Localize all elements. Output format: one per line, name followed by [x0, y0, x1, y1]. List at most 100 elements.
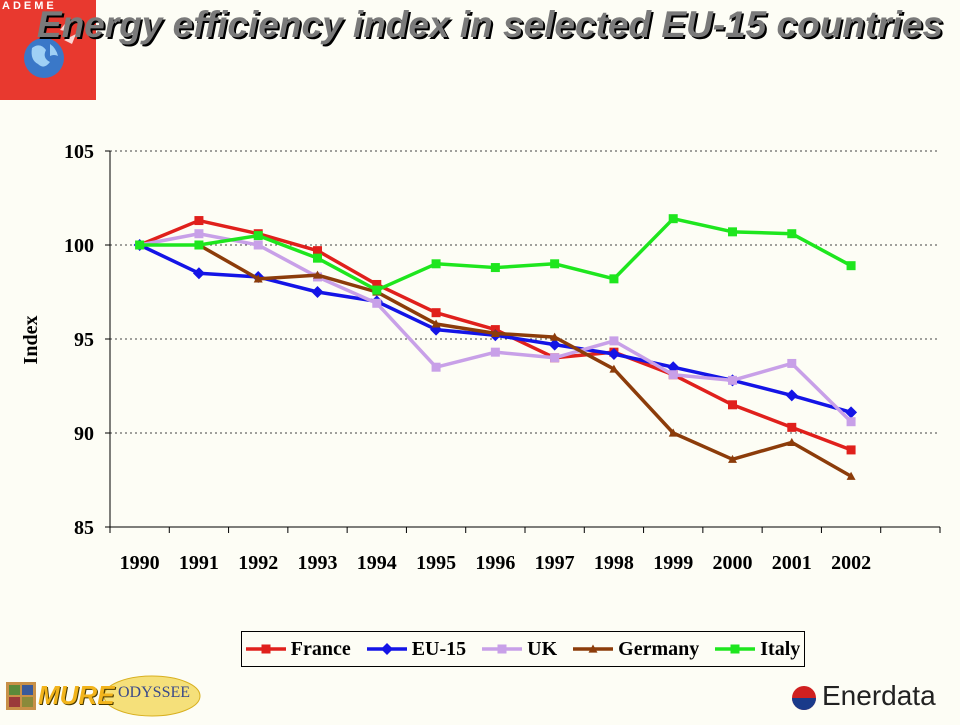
- data-point: [194, 240, 204, 250]
- x-tick-label: 2001: [772, 552, 812, 574]
- legend-swatch: [573, 644, 614, 653]
- y-axis-label: Index: [20, 316, 42, 365]
- data-point: [846, 471, 856, 480]
- x-tick-label: 1994: [357, 552, 397, 574]
- data-point: [431, 319, 441, 328]
- data-point: [550, 332, 560, 341]
- legend-swatch: [715, 644, 756, 654]
- data-point: [431, 362, 441, 372]
- data-point: [372, 298, 382, 308]
- data-point: [846, 261, 856, 271]
- data-point: [787, 229, 797, 239]
- data-point: [609, 364, 619, 373]
- legend-swatch: [245, 644, 286, 654]
- data-point: [728, 454, 737, 463]
- legend-swatch: [366, 643, 407, 655]
- data-point: [490, 263, 500, 273]
- data-point: [846, 445, 856, 455]
- data-point: [668, 428, 678, 437]
- data-point: [372, 285, 382, 295]
- y-tick-label: 85: [74, 517, 94, 539]
- data-point: [845, 406, 858, 419]
- data-point: [194, 229, 204, 239]
- mure-logo-graphic: [6, 675, 201, 717]
- data-point: [667, 361, 680, 374]
- data-point: [431, 308, 441, 318]
- ademe-logo-text: ADEME: [2, 0, 57, 12]
- x-tick-label: 2000: [713, 552, 753, 574]
- gridlines: [110, 150, 940, 434]
- x-tick-label: 1992: [238, 552, 278, 574]
- legend-item: Italy: [715, 638, 800, 661]
- data-point: [607, 348, 620, 361]
- data-point: [668, 214, 678, 224]
- legend-item: France: [245, 637, 351, 661]
- data-point: [490, 328, 500, 337]
- data-point: [253, 274, 263, 283]
- x-tick-label: 1999: [653, 552, 693, 574]
- legend-swatch: [482, 644, 523, 654]
- x-tick-label: 2002: [831, 552, 871, 574]
- data-point: [490, 347, 500, 357]
- series-germany: [194, 240, 856, 480]
- series-line: [198, 243, 852, 478]
- legend-label: Italy: [760, 637, 801, 660]
- legend: France EU-15 UK Germany Italy: [241, 631, 805, 667]
- data-point: [311, 286, 324, 298]
- y-tick-labels: 85 90 95 100 105: [64, 141, 110, 539]
- data-point: [548, 338, 561, 351]
- data-point: [192, 267, 205, 280]
- x-tick-label: 1995: [416, 552, 456, 574]
- legend-label: France: [290, 637, 351, 660]
- y-tick-label: 95: [74, 329, 94, 351]
- series-group: [133, 214, 858, 480]
- globe-icon: [24, 20, 76, 78]
- data-point: [609, 274, 619, 284]
- data-point: [787, 358, 797, 368]
- data-point: [431, 259, 441, 269]
- legend-label: UK: [527, 637, 558, 660]
- data-point: [609, 336, 619, 346]
- series-italy: [135, 214, 856, 295]
- legend-item: UK: [482, 638, 557, 661]
- x-tick-label: 1991: [179, 552, 219, 574]
- x-tick-label: 1990: [120, 552, 160, 574]
- data-point: [313, 270, 322, 279]
- legend-label: EU-15: [411, 637, 467, 660]
- data-point: [787, 437, 797, 446]
- legend-label: Germany: [618, 637, 700, 660]
- data-point: [194, 216, 204, 226]
- data-point: [728, 400, 737, 410]
- x-tick-labels: 1990 1991 1992 1993 1994 1995 1996 1997 1998 1999…: [109, 527, 941, 574]
- data-point: [372, 279, 382, 289]
- x-tick-label: 1998: [594, 552, 634, 574]
- data-point: [253, 240, 263, 250]
- mure-logo-text: MURE: [38, 680, 115, 710]
- x-tick-label: 1993: [298, 552, 338, 574]
- data-point: [313, 246, 322, 256]
- x-tick-label: 1997: [535, 552, 575, 574]
- data-point: [668, 370, 678, 380]
- legend-item: Germany: [573, 638, 699, 661]
- enerdata-logo-icon: [792, 686, 816, 710]
- y-tick-label: 105: [64, 141, 94, 163]
- enerdata-logo: Enerdata: [782, 674, 958, 720]
- x-tick-label: 1996: [475, 552, 515, 574]
- data-point: [253, 231, 263, 241]
- odyssee-logo-text: ODYSSEE: [118, 684, 191, 701]
- mure-odyssee-logo: MURE ODYSSEE: [2, 674, 202, 718]
- enerdata-logo-text: Enerdata: [822, 680, 936, 711]
- data-point: [785, 389, 798, 402]
- data-point: [135, 240, 145, 250]
- y-tick-label: 90: [74, 423, 94, 445]
- data-point: [728, 375, 737, 385]
- data-point: [787, 422, 797, 432]
- data-point: [313, 253, 322, 263]
- legend-item: EU-15: [366, 637, 467, 661]
- data-point: [728, 227, 737, 237]
- data-point: [846, 417, 856, 427]
- data-point: [550, 259, 560, 269]
- data-point: [550, 353, 560, 363]
- y-tick-label: 100: [64, 235, 94, 257]
